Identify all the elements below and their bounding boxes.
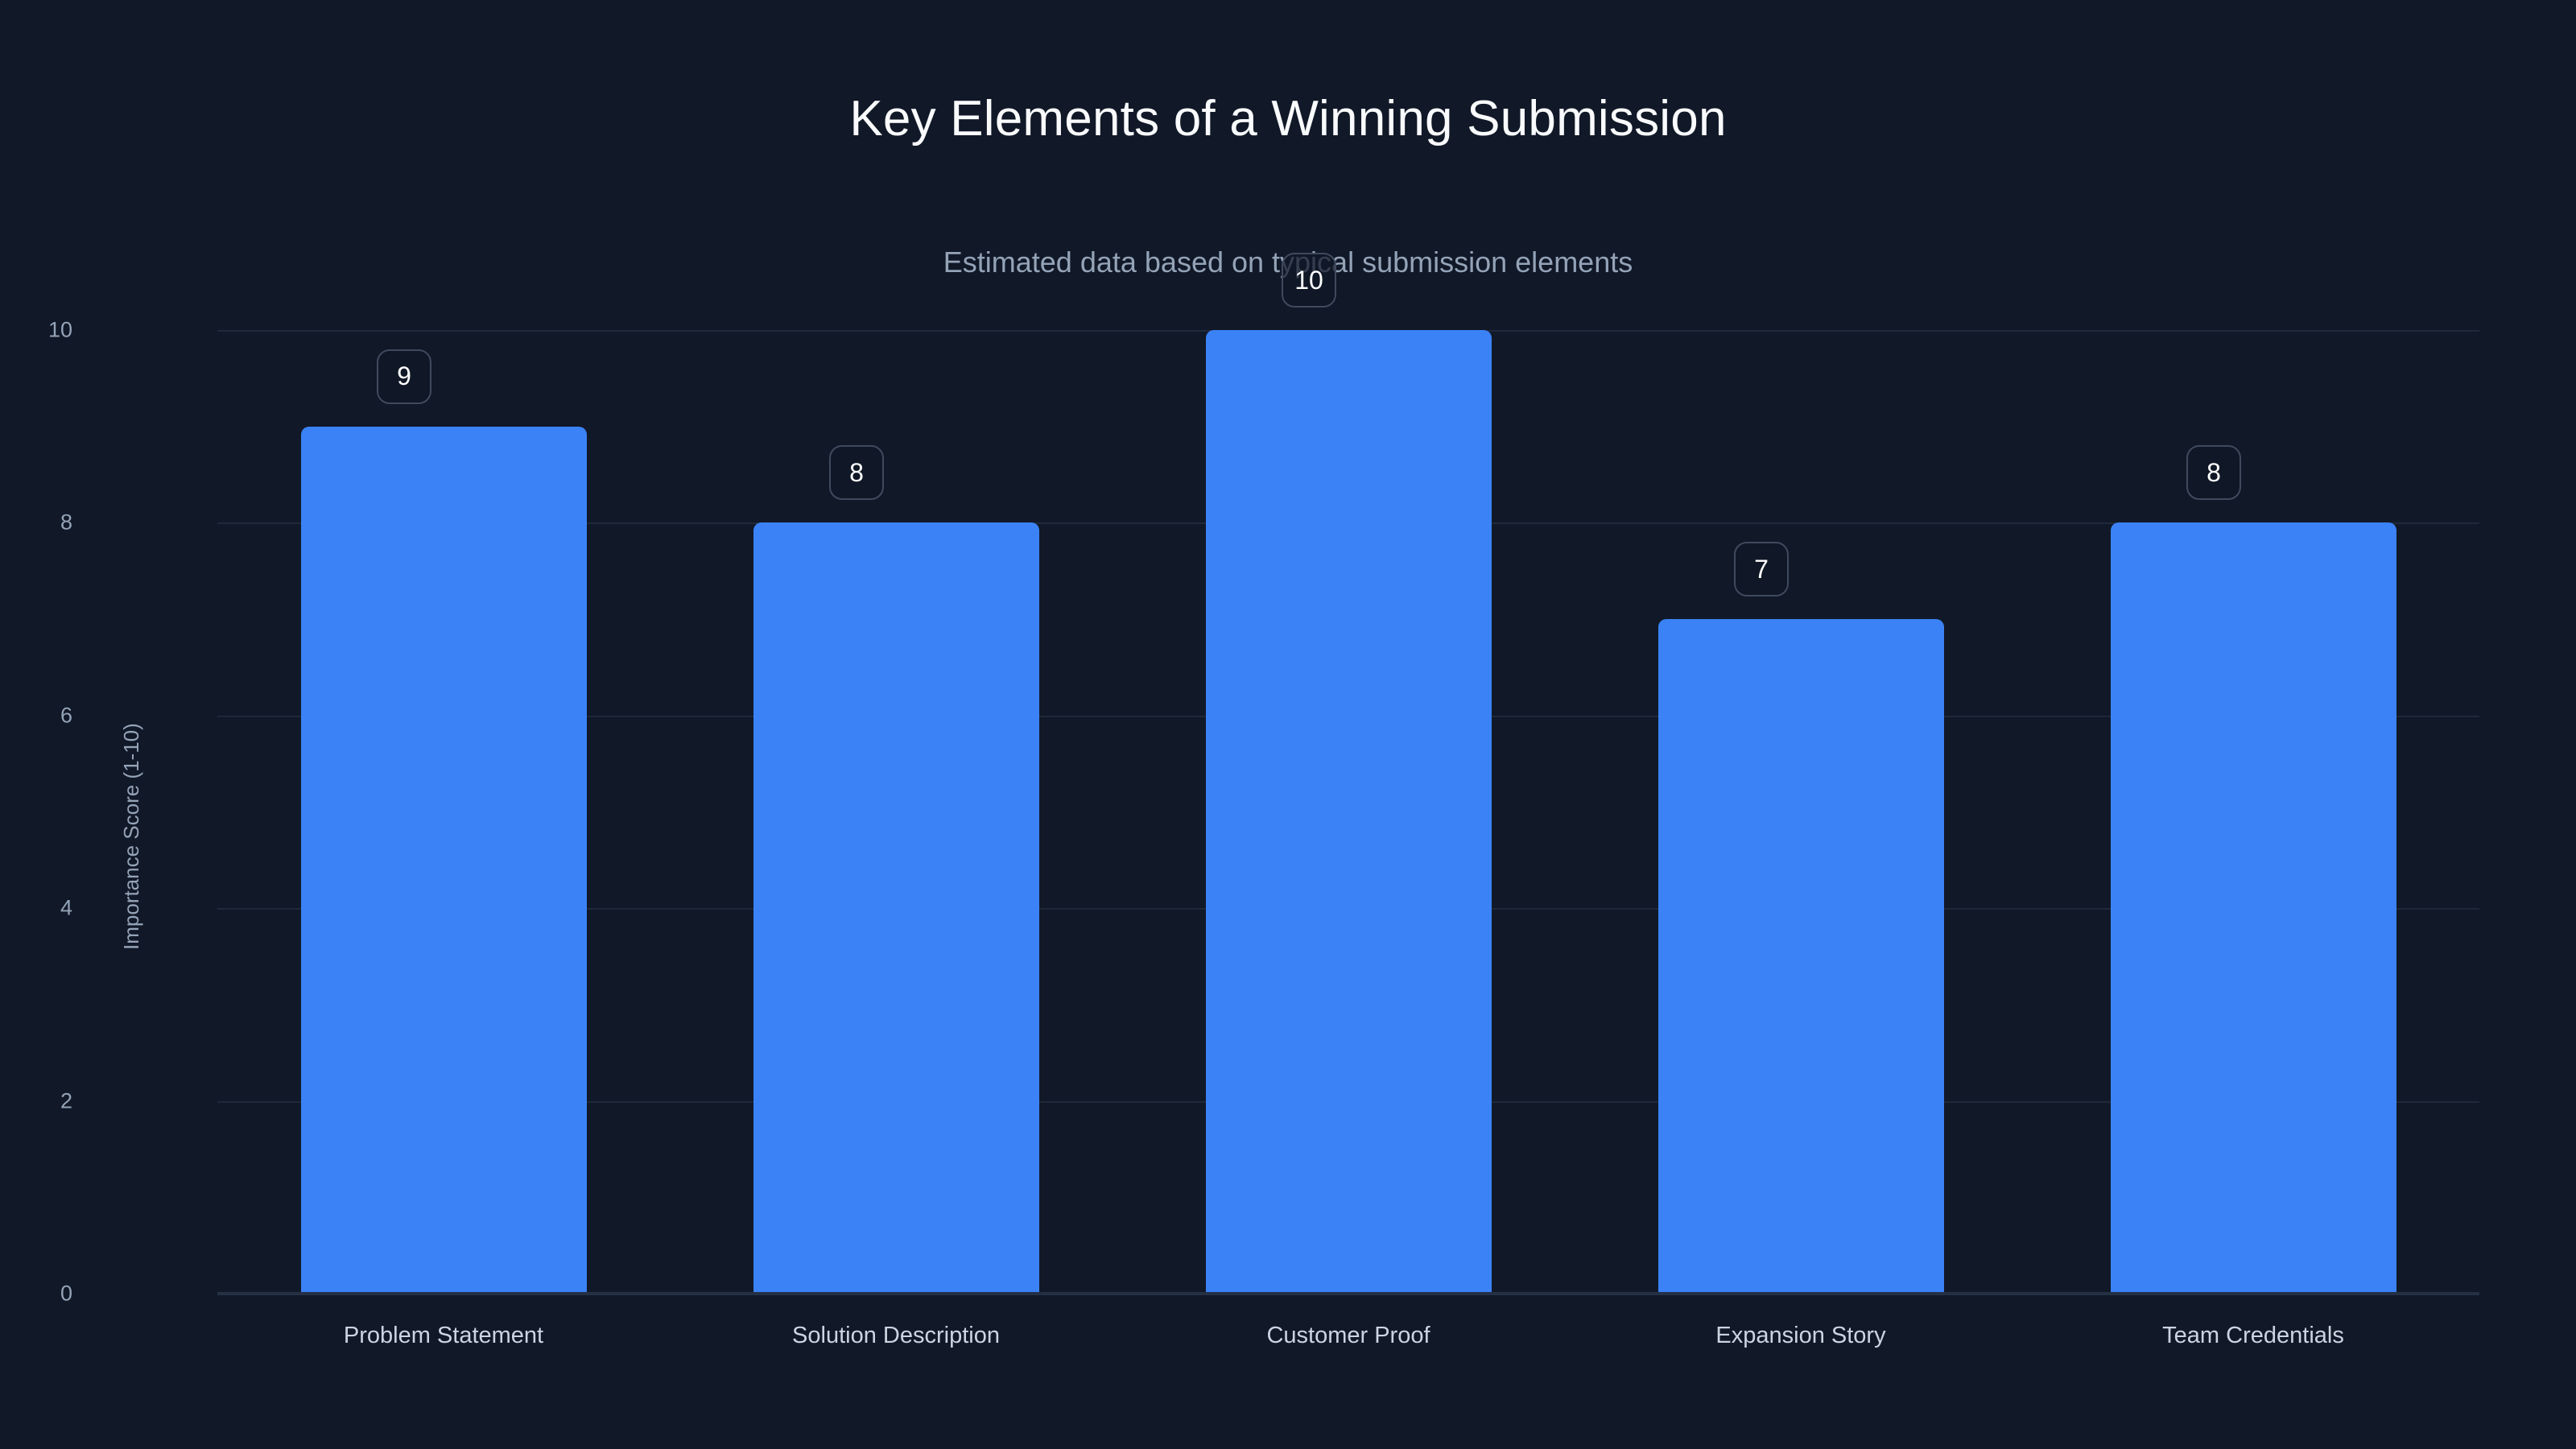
- x-axis-line: [217, 1292, 2479, 1294]
- bar-value-label: 10: [1282, 253, 1336, 308]
- chart-title: Key Elements of a Winning Submission: [849, 91, 1727, 147]
- bar-value-label: 8: [2186, 445, 2241, 501]
- x-axis-tick-label: Customer Proof: [1266, 1323, 1430, 1348]
- x-axis-tick-label: Expansion Story: [1715, 1323, 1886, 1348]
- bar[interactable]: [1657, 619, 1944, 1294]
- bar-value-label: 9: [377, 349, 431, 404]
- y-axis-tick-label: 6: [60, 703, 72, 728]
- y-axis-tick-label: 0: [60, 1281, 72, 1306]
- bar[interactable]: [300, 426, 587, 1294]
- y-axis-title: Importance Score (1-10): [119, 723, 143, 950]
- x-axis-tick-label: Team Credentials: [2162, 1323, 2344, 1348]
- gridline: [217, 1294, 2479, 1295]
- bar[interactable]: [753, 522, 1039, 1294]
- x-axis-tick-label: Solution Description: [792, 1323, 1000, 1348]
- bar-value-label: 7: [1734, 542, 1789, 597]
- y-axis-tick-label: 8: [60, 510, 72, 535]
- y-axis-tick-label: 2: [60, 1088, 72, 1113]
- y-axis-tick-label: 10: [47, 317, 72, 342]
- y-axis-tick-label: 4: [60, 895, 72, 920]
- plot-area: [217, 330, 2479, 1295]
- x-axis-tick-label: Problem Statement: [343, 1323, 544, 1348]
- bar-value-label: 8: [829, 445, 884, 501]
- bar[interactable]: [1205, 330, 1492, 1294]
- bar[interactable]: [2110, 522, 2396, 1294]
